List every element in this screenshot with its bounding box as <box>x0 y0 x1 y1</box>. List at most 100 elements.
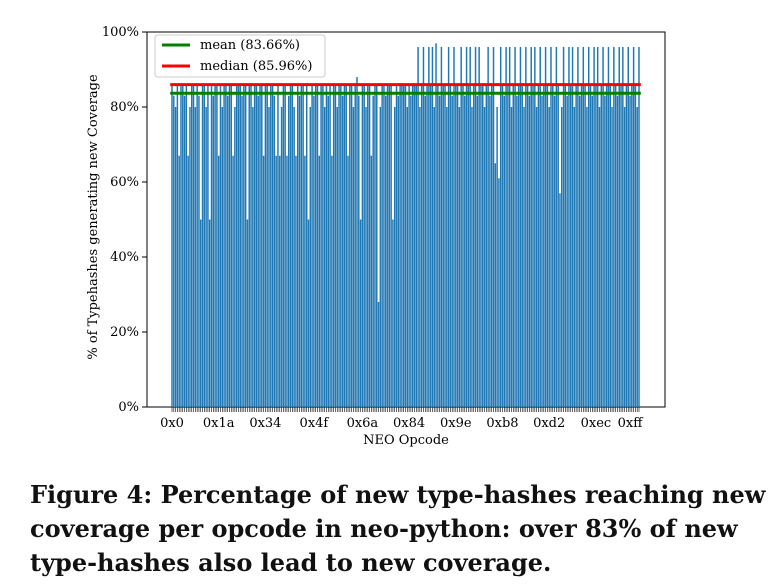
bar <box>311 84 313 407</box>
x-axis-label: NEO Opcode <box>363 433 449 448</box>
bar <box>600 84 603 407</box>
bar <box>244 84 247 407</box>
bar <box>205 107 207 407</box>
bar <box>226 95 229 407</box>
bar <box>532 84 534 407</box>
bar <box>320 84 322 407</box>
bar <box>609 84 611 407</box>
legend-median-label: median (85.96%) <box>200 59 312 74</box>
bar <box>192 84 195 407</box>
bar <box>591 95 594 407</box>
bar <box>625 84 628 407</box>
bar <box>507 84 509 407</box>
x-tick-label: 0x1a <box>203 416 235 431</box>
bar <box>180 84 182 407</box>
bar <box>490 84 493 407</box>
bar <box>325 84 328 407</box>
bar <box>370 155 373 407</box>
bar <box>460 47 462 407</box>
y-axis-label: % of Typehashes generating new Coverage <box>86 74 101 360</box>
bar <box>316 84 319 407</box>
bar <box>252 107 254 407</box>
bar <box>349 84 351 407</box>
bar <box>228 84 231 407</box>
bar <box>246 219 249 407</box>
bar <box>487 47 489 407</box>
bar <box>358 95 360 407</box>
bar <box>413 84 416 407</box>
bar <box>474 47 477 407</box>
bar <box>216 84 218 407</box>
bar <box>607 47 610 407</box>
reference-lines <box>170 83 641 95</box>
bar <box>517 84 520 407</box>
bar <box>288 95 290 407</box>
bar <box>587 47 590 407</box>
bar <box>605 84 608 407</box>
bar <box>631 84 633 407</box>
bar <box>200 219 202 407</box>
bar <box>404 84 407 407</box>
bar <box>622 47 624 407</box>
bar <box>512 84 514 407</box>
bar <box>314 84 317 407</box>
bar <box>429 84 432 407</box>
x-tick-label: 0xff <box>618 416 645 431</box>
bar <box>634 84 637 407</box>
x-tick-label: 0xec <box>581 416 612 431</box>
x-tick-label: 0x0 <box>160 416 184 431</box>
bar <box>203 84 206 407</box>
bar <box>623 107 626 407</box>
bar <box>178 155 180 407</box>
bar <box>465 47 468 407</box>
bar <box>510 107 513 407</box>
bar <box>444 84 446 407</box>
bar <box>530 47 532 407</box>
bar <box>411 84 414 407</box>
bar <box>589 84 592 407</box>
bar <box>433 107 435 407</box>
bar <box>543 84 545 407</box>
bar <box>451 95 453 407</box>
bars-group <box>171 43 640 407</box>
bar <box>208 219 211 407</box>
bar <box>243 84 245 407</box>
bar <box>566 95 568 407</box>
bar <box>214 84 216 407</box>
y-axis-ticks: 0% 20% 40% 60% 80% 100% <box>102 25 147 415</box>
bar <box>232 155 234 407</box>
y-tick-label: 80% <box>110 100 139 115</box>
legend: mean (83.66%) median (85.96%) <box>154 34 326 78</box>
bar <box>350 84 353 407</box>
bar <box>489 95 491 407</box>
bar <box>598 107 601 407</box>
bar <box>397 95 400 407</box>
bar <box>284 84 286 407</box>
bar <box>420 84 423 407</box>
bar <box>618 47 620 407</box>
bar <box>580 84 583 407</box>
bar <box>503 95 506 407</box>
bar <box>494 163 497 407</box>
bar <box>498 178 500 407</box>
bar <box>437 84 439 407</box>
bar <box>438 95 441 407</box>
bar <box>347 155 349 407</box>
bar <box>183 95 186 407</box>
bar <box>388 84 391 407</box>
bar <box>198 95 200 407</box>
bar <box>426 84 428 407</box>
bar <box>336 107 338 407</box>
bar <box>453 47 455 407</box>
bar <box>309 107 312 407</box>
bar <box>422 47 425 407</box>
bar <box>562 47 565 407</box>
bar <box>483 107 486 407</box>
bar <box>541 95 543 407</box>
bar <box>210 84 213 407</box>
bar <box>275 155 277 407</box>
bar <box>611 107 613 407</box>
bar <box>577 47 579 407</box>
bar <box>234 107 236 407</box>
x-tick-label: 0x84 <box>393 416 425 431</box>
